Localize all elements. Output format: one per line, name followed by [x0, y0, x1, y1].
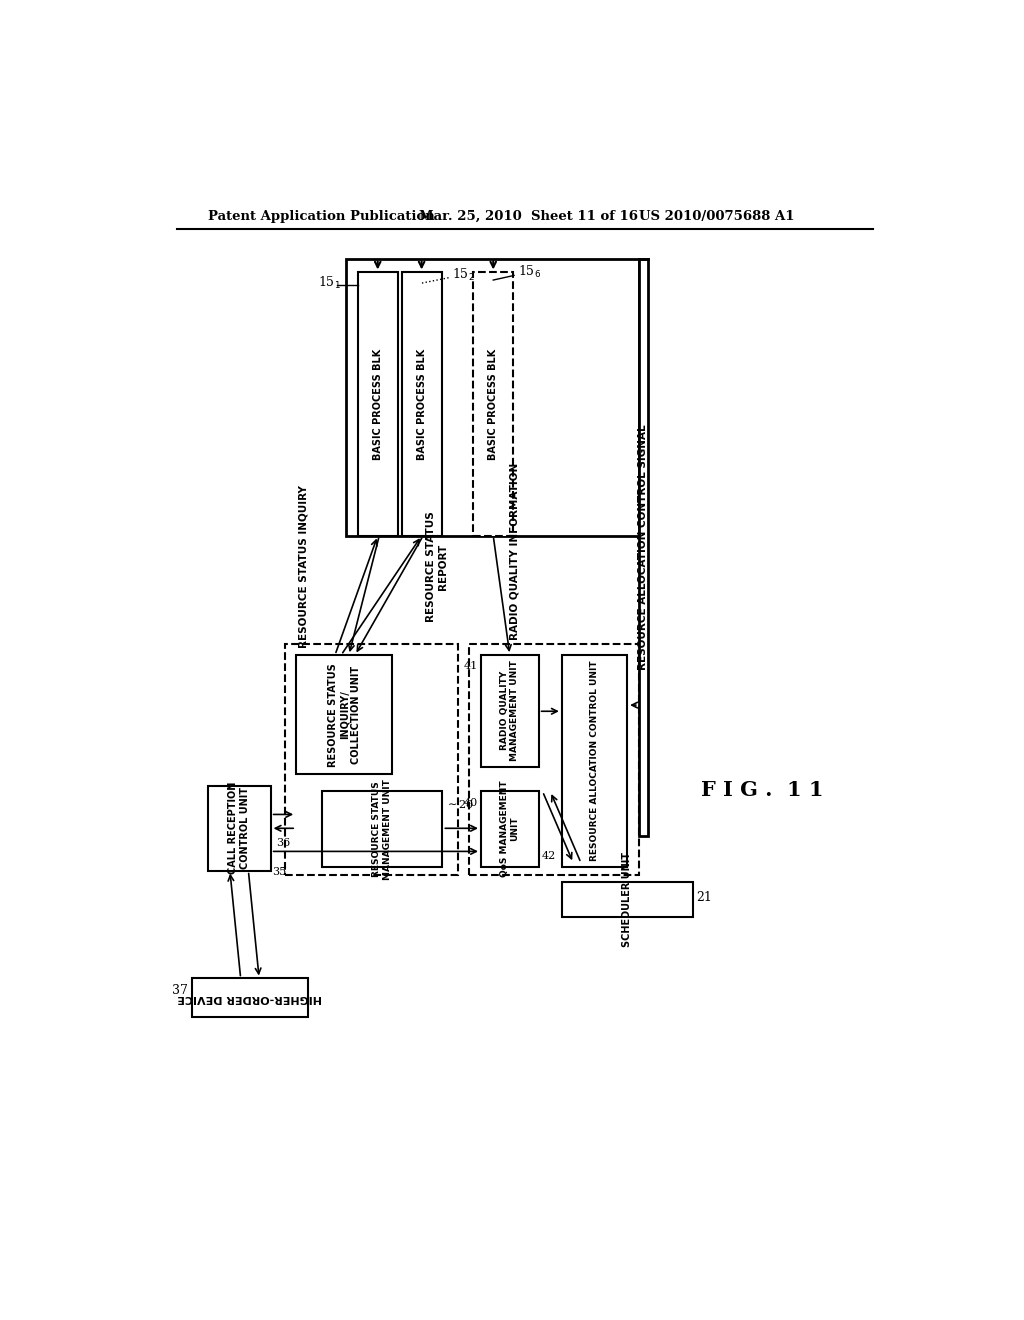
Text: BASIC PROCESS BLK: BASIC PROCESS BLK — [373, 348, 383, 459]
Text: 41: 41 — [464, 661, 478, 671]
Text: RADIO QUALITY
MANAGEMENT UNIT: RADIO QUALITY MANAGEMENT UNIT — [500, 660, 519, 762]
Text: CALL RECEPTION
CONTROL UNIT: CALL RECEPTION CONTROL UNIT — [228, 783, 250, 874]
Text: 15$_1$: 15$_1$ — [317, 275, 341, 292]
Text: RESOURCE ALLOCATION CONTROL UNIT: RESOURCE ALLOCATION CONTROL UNIT — [590, 660, 599, 861]
Text: HIGHER-ORDER DEVICE: HIGHER-ORDER DEVICE — [177, 993, 323, 1003]
Text: 37: 37 — [172, 983, 188, 997]
Bar — [346, 259, 639, 536]
Bar — [285, 644, 458, 875]
Text: BASIC PROCESS BLK: BASIC PROCESS BLK — [417, 348, 427, 459]
Bar — [193, 978, 307, 1016]
Text: RESOURCE STATUS
REPORT: RESOURCE STATUS REPORT — [426, 511, 447, 622]
Bar — [296, 655, 392, 775]
Bar — [401, 272, 441, 536]
Bar — [322, 792, 442, 867]
Text: RADIO QUALITY INFORMATION: RADIO QUALITY INFORMATION — [509, 462, 519, 640]
Text: F I G .  1 1: F I G . 1 1 — [700, 780, 823, 800]
Text: 42: 42 — [542, 850, 556, 861]
Bar — [481, 655, 539, 767]
Bar — [481, 792, 539, 867]
Text: 21: 21 — [696, 891, 713, 904]
Text: 35: 35 — [272, 867, 287, 876]
Bar — [562, 882, 692, 917]
Text: RESOURCE ALLOCATION CONTROL SIGNAL: RESOURCE ALLOCATION CONTROL SIGNAL — [638, 425, 648, 671]
Text: RESOURCE STATUS
INQUIRY/
COLLECTION UNIT: RESOURCE STATUS INQUIRY/ COLLECTION UNIT — [328, 663, 360, 767]
Text: RESOURCE STATUS INQUIRY: RESOURCE STATUS INQUIRY — [299, 484, 309, 648]
Text: 40: 40 — [464, 797, 478, 808]
Text: QoS MANAGEMENT
UNIT: QoS MANAGEMENT UNIT — [500, 780, 519, 878]
Bar — [357, 272, 397, 536]
Text: 15$_2$: 15$_2$ — [453, 268, 475, 284]
Text: Patent Application Publication: Patent Application Publication — [208, 210, 434, 223]
Text: US 2010/0075688 A1: US 2010/0075688 A1 — [639, 210, 795, 223]
Text: Mar. 25, 2010  Sheet 11 of 16: Mar. 25, 2010 Sheet 11 of 16 — [419, 210, 638, 223]
Bar — [469, 644, 639, 875]
Text: RESOURCE STATUS
MANAGEMENT UNIT: RESOURCE STATUS MANAGEMENT UNIT — [373, 779, 391, 879]
Bar — [562, 655, 628, 867]
Bar — [639, 259, 648, 836]
Bar — [208, 785, 270, 871]
Text: $\sim$20: $\sim$20 — [445, 797, 474, 809]
Text: BASIC PROCESS BLK: BASIC PROCESS BLK — [488, 348, 499, 459]
Bar — [473, 272, 513, 536]
Text: 15$_6$: 15$_6$ — [518, 264, 541, 280]
Text: SCHEDULER UNIT: SCHEDULER UNIT — [623, 851, 632, 946]
Text: 36: 36 — [276, 838, 291, 847]
